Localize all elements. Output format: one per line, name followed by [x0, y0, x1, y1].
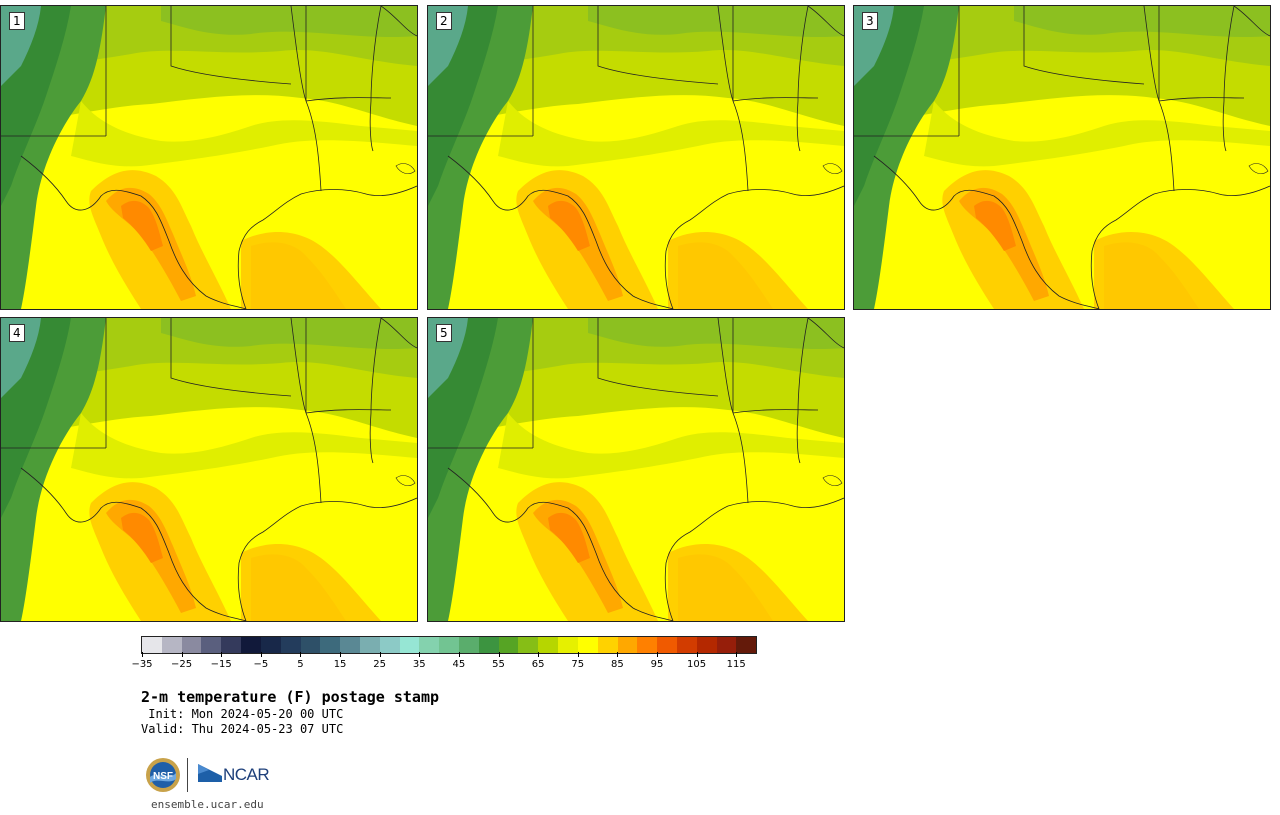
valid-time: Valid: Thu 2024-05-23 07 UTC	[141, 722, 344, 736]
temperature-map-3	[854, 6, 1270, 309]
colorbar-tick-mark	[458, 652, 460, 657]
colorbar-tick-mark	[577, 652, 579, 657]
map-panel-3: 3	[853, 5, 1271, 310]
colorbar-tick-mark	[538, 652, 540, 657]
colorbar-segment	[558, 637, 578, 653]
colorbar-segment	[696, 637, 717, 653]
colorbar-segment	[260, 637, 281, 653]
temperature-map-4	[1, 318, 417, 621]
colorbar-segment	[340, 637, 360, 653]
colorbar-segment	[221, 637, 242, 653]
colorbar-segment	[181, 637, 202, 653]
colorbar-segment	[161, 637, 182, 653]
colorbar-segment	[439, 637, 459, 653]
colorbar-tick-label: 95	[650, 659, 664, 670]
colorbar-segment	[478, 637, 499, 653]
temperature-map-5	[428, 318, 844, 621]
colorbar-segment	[577, 637, 598, 653]
colorbar-segment	[142, 637, 162, 653]
colorbar-tick-mark	[181, 652, 183, 657]
colorbar-tick-label: −15	[210, 659, 232, 670]
colorbar-segment	[241, 637, 261, 653]
colorbar-segment	[676, 637, 697, 653]
colorbar-ticks: −35 −25 −15 −5 5 15 25 35 45 55 65 75 85 95 105 115	[131, 652, 757, 672]
colorbar-tick-mark	[419, 652, 421, 657]
colorbar-tick-label: 65	[531, 659, 545, 670]
colorbar-segment	[657, 637, 677, 653]
colorbar-tick-label: 35	[412, 659, 426, 670]
temperature-map-2	[428, 6, 844, 309]
panel-number-2: 2	[436, 12, 452, 30]
panel-number-4: 4	[9, 324, 25, 342]
colorbar-segment	[597, 637, 618, 653]
colorbar-segment	[716, 637, 737, 653]
logo-divider	[187, 758, 188, 792]
colorbar-tick-label: 55	[492, 659, 505, 670]
colorbar-tick-mark	[656, 652, 658, 657]
colorbar-tick-label: 15	[333, 659, 347, 670]
colorbar-tick-label: 105	[687, 659, 707, 670]
colorbar-tick-mark	[142, 652, 143, 657]
colorbar-tick-label: −5	[253, 659, 269, 670]
colorbar-tick-label: 85	[610, 659, 624, 670]
panel-number-5: 5	[436, 324, 452, 342]
colorbar-tick-label: −35	[131, 659, 153, 670]
colorbar-tick-mark	[379, 652, 381, 657]
colorbar-tick-label: −25	[171, 659, 193, 670]
map-panel-1: 1	[0, 5, 418, 310]
colorbar-segment	[419, 637, 440, 653]
ncar-logo: NCAR	[197, 762, 277, 786]
panel-number-1: 1	[9, 12, 25, 30]
colorbar-tick-label: 75	[571, 659, 585, 670]
colorbar-tick-mark	[260, 652, 262, 657]
figure-title: 2-m temperature (F) postage stamp	[141, 688, 440, 706]
panel-number-3: 3	[862, 12, 878, 30]
map-panel-5: 5	[427, 317, 845, 622]
temperature-colorbar	[141, 636, 757, 654]
colorbar-segment	[518, 637, 539, 653]
colorbar-segment	[538, 637, 559, 653]
colorbar-segment	[459, 637, 479, 653]
colorbar-segment	[379, 637, 400, 653]
colorbar-segment	[617, 637, 638, 653]
map-panel-2: 2	[427, 5, 845, 310]
colorbar-segment	[300, 637, 321, 653]
colorbar-segment	[359, 637, 380, 653]
colorbar-tick-mark	[498, 652, 500, 657]
colorbar-tick-mark	[617, 652, 619, 657]
colorbar-tick-label: 25	[373, 659, 387, 670]
colorbar-segment	[637, 637, 658, 653]
colorbar-segment	[498, 637, 519, 653]
colorbar-segment	[399, 637, 420, 653]
ncar-mark-icon	[198, 764, 222, 782]
nsf-logo: NSF	[146, 758, 180, 792]
colorbar-tick-mark	[221, 652, 223, 657]
colorbar-tick-label: 115	[726, 659, 746, 670]
colorbar-segment	[201, 637, 222, 653]
colorbar-tick-mark	[736, 652, 738, 657]
temperature-map-1	[1, 6, 417, 309]
colorbar-segment	[736, 637, 757, 653]
colorbar-tick-label: 45	[452, 659, 466, 670]
site-url: ensemble.ucar.edu	[151, 798, 264, 811]
colorbar-tick-mark	[696, 652, 698, 657]
colorbar-tick-label: 5	[297, 659, 304, 670]
nsf-logo-text: NSF	[153, 771, 173, 782]
colorbar-segment	[280, 637, 301, 653]
init-time: Init: Mon 2024-05-20 00 UTC	[141, 707, 344, 721]
colorbar-tick-mark	[300, 652, 302, 657]
ncar-logo-text: NCAR	[223, 765, 270, 784]
colorbar-tick-mark	[340, 652, 342, 657]
map-panel-4: 4	[0, 317, 418, 622]
colorbar-segment	[320, 637, 341, 653]
